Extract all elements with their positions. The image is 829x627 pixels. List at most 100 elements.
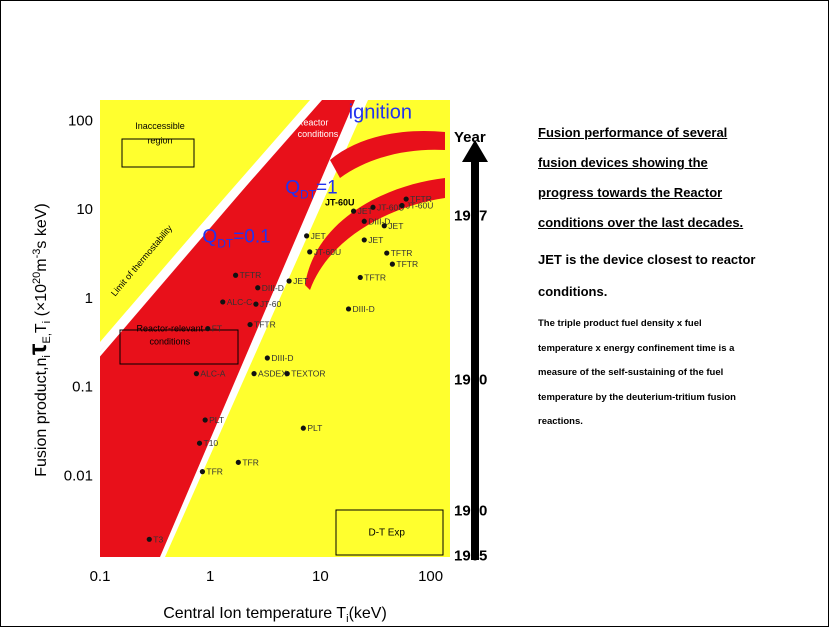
point-label: TFR [206,467,223,477]
data-point [384,250,390,256]
data-point [199,469,206,475]
year-label: 1965 [454,547,487,564]
data-point [253,301,259,307]
data-point [403,196,409,202]
ignition-label: ignition [349,102,412,124]
point-label: TFTR [254,320,276,330]
y-tick-label: 1 [85,290,93,307]
point-label: JET [293,276,308,286]
point-label: FT [212,324,222,334]
timeline-title: Year [454,129,486,146]
point-label: JET [368,235,383,245]
point-label: TFR [242,457,259,467]
point-label: TFTR [364,272,386,282]
point-label: TEXTOR [291,369,325,379]
data-point [284,371,290,377]
region-label: D-T Exp [368,527,405,538]
data-point [361,237,367,243]
inaccessible-region-box [121,138,195,168]
jet-note: JET is the device closest to reactor con… [538,244,823,308]
point-label: JT-60U [406,200,433,210]
data-point [381,223,387,229]
region-label: Reactor [297,117,329,127]
point-label: ASDEX [258,369,287,379]
data-point [286,278,292,284]
data-point [251,371,257,377]
reactor-relevant-region [100,100,355,557]
data-point [232,272,239,278]
data-point [235,459,241,465]
q-dt-label: QDT=0.1 [202,227,270,251]
y-tick-label: 100 [68,112,93,129]
region-boxes [119,138,444,556]
data-point [389,261,395,267]
jet-note-line: JET is the device closest to reactor [538,252,756,267]
year-timeline: Year 1997 1980 1970 1965 [454,129,488,564]
dt-exp-box [335,509,444,556]
inaccessible-region [100,100,308,342]
y-tick-label: 10 [76,201,93,218]
data-point [350,208,357,214]
data-point [361,218,367,224]
description-panel: Fusion performance of several fusion dev… [538,118,823,435]
point-label: TFTR [410,194,432,204]
point-label: JET [388,221,403,231]
point-label: ALC-A [200,369,225,379]
data-point [300,425,306,431]
data-point [146,536,152,542]
data-point [399,202,405,209]
data-point [304,233,310,239]
point-label: PLT [209,415,224,425]
data-point [205,326,211,332]
point-label: TFTR [396,259,418,269]
data-point [255,285,261,291]
headline-line: progress towards the Reactor [538,185,723,200]
year-label: 1980 [454,372,487,389]
data-point [345,306,352,312]
point-label: JT-60U [377,202,404,212]
year-label: 1970 [454,503,487,520]
data-point [247,321,253,328]
y-axis-label: Fusion product,niτE,Ti (×1020m-3s keV) [22,203,53,477]
year-label: 1997 [454,207,487,224]
triple-note-line: The triple product fuel density x fuel [538,318,702,329]
point-label: PLT [307,423,322,433]
data-point [370,204,376,210]
headline-line: fusion devices showing the [538,155,708,170]
point-label: DIII-D [353,304,375,314]
axis-ticks: 0.1 1 10 100 0.01 0.1 1 10 100 [64,112,443,585]
region-label: conditions [298,129,339,139]
data-point [264,355,270,361]
point-label: JET [358,206,373,216]
progress-band [305,178,445,290]
point-label: ALC-C [227,297,253,307]
x-tick-label: 100 [418,568,443,585]
point-label: TFTR [391,248,413,258]
point-label: DIII-D [271,353,293,363]
point-label: JT-60 [260,299,282,309]
x-tick-label: 10 [312,568,329,585]
triple-note-line: temperature by the deuterium-tritium fus… [538,391,736,403]
data-point [220,299,226,305]
y-tick-label: 0.1 [72,379,93,396]
data-point [193,371,200,377]
headline-block: Fusion performance of several fusion dev… [538,118,823,238]
headline-line: Fusion performance of several [538,125,728,140]
q1-band [330,130,445,178]
point-label: T10 [204,438,219,448]
point-label: DIII-D [262,283,284,293]
region-label: Reactor-relevant [137,323,204,333]
data-point [196,440,203,446]
y-tick-label: 0.01 [64,467,93,484]
point-label: DIII-D [368,216,390,226]
triple-product-note: The triple product fuel density x fuel t… [538,312,823,435]
data-point [357,274,363,281]
x-axis-label: Central Ion temperature Ti(keV) [163,605,387,625]
reactor-relevant-box [119,329,239,365]
region-label: Inaccessible [135,121,185,131]
point-label: T3 [153,534,163,544]
region-label: conditions [150,336,191,346]
triple-note-line: temperature x energy confinement time is… [538,342,735,354]
